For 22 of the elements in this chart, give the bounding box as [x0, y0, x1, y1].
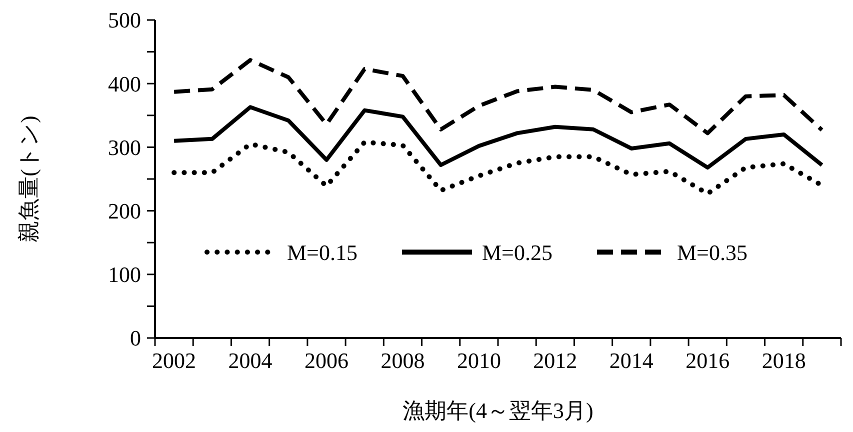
legend-label: M=0.25: [482, 240, 552, 265]
y-tick-label: 500: [108, 8, 141, 33]
y-tick-label: 400: [108, 71, 141, 96]
y-axis-title: 親魚量(トン): [16, 116, 41, 242]
x-tick-label: 2014: [609, 348, 654, 373]
x-tick-label: 2016: [686, 348, 730, 373]
y-tick-label: 100: [108, 262, 141, 288]
x-tick-label: 2008: [380, 348, 425, 373]
x-tick-label: 2012: [533, 348, 578, 373]
y-tick-label: 0: [130, 326, 141, 351]
line-series: [172, 58, 824, 136]
line-series: [172, 105, 824, 170]
y-tick-label: 200: [108, 198, 141, 224]
legend-label: M=0.15: [287, 240, 358, 265]
x-tick-label: 2006: [304, 348, 348, 373]
x-tick-label: 2002: [152, 348, 196, 373]
legend-label: M=0.35: [677, 240, 748, 265]
x-tick-label: 2018: [762, 348, 806, 373]
x-tick-label: 2004: [228, 348, 272, 373]
x-tick-label: 2010: [456, 348, 501, 373]
x-axis-title: 漁期年(4～翌年3月): [402, 398, 594, 423]
y-tick-label: 300: [108, 134, 141, 160]
